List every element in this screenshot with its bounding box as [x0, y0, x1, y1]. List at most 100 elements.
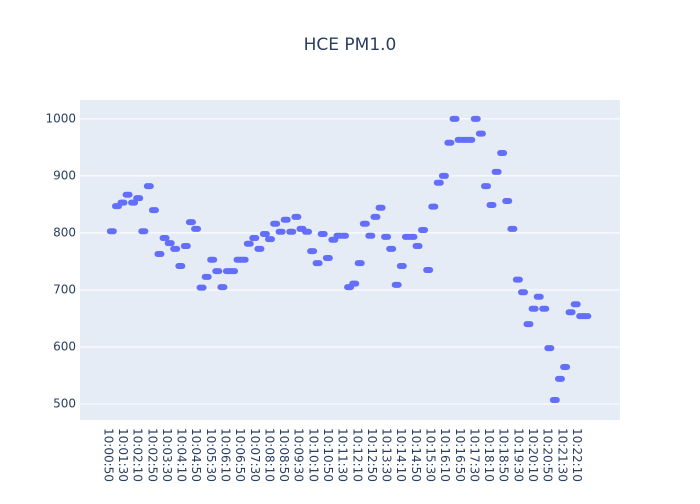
marker	[191, 225, 202, 232]
marker	[396, 262, 407, 269]
marker	[391, 281, 402, 288]
marker	[228, 268, 239, 275]
x-tick-label: 10:10:50	[321, 428, 335, 482]
marker	[517, 289, 528, 296]
marker	[554, 375, 565, 382]
x-tick-label: 10:22:10	[570, 428, 584, 482]
marker	[201, 273, 212, 280]
marker	[170, 245, 181, 252]
marker	[133, 195, 144, 202]
x-tick-label: 10:10:10	[306, 428, 320, 482]
x-tick-label: 10:16:50	[453, 428, 467, 482]
marker	[307, 248, 318, 255]
marker	[502, 197, 513, 204]
marker	[259, 231, 270, 238]
marker	[349, 280, 360, 287]
marker	[143, 183, 154, 190]
marker	[512, 276, 523, 283]
marker	[148, 207, 159, 214]
x-tick-label: 10:13:30	[380, 428, 394, 482]
marker	[418, 227, 429, 234]
marker	[291, 213, 302, 220]
x-tick-label: 10:14:50	[409, 428, 423, 482]
x-tick-label: 10:11:30	[336, 428, 350, 482]
marker	[185, 219, 196, 226]
marker	[423, 266, 434, 273]
marker	[497, 150, 508, 157]
marker	[449, 115, 460, 122]
x-tick-label: 10:02:10	[131, 428, 145, 482]
marker	[280, 216, 291, 223]
marker	[465, 136, 476, 143]
x-tick-label: 10:02:50	[145, 428, 159, 482]
marker	[523, 321, 534, 328]
x-tick-label: 10:08:10	[262, 428, 276, 482]
x-tick-label: 10:15:30	[423, 428, 437, 482]
marker	[128, 199, 139, 206]
marker	[164, 240, 175, 247]
x-tick-label: 10:14:10	[394, 428, 408, 482]
marker	[180, 243, 191, 250]
y-tick-label: 700	[53, 282, 76, 296]
chart-title: HCE PM1.0	[304, 35, 397, 55]
y-tick-label: 800	[53, 225, 76, 239]
x-tick-label: 10:12:10	[350, 428, 364, 482]
marker	[354, 260, 365, 267]
y-tick-label: 500	[53, 397, 76, 411]
marker	[117, 199, 128, 206]
marker	[428, 203, 439, 210]
marker	[365, 232, 376, 239]
marker	[207, 256, 218, 263]
marker	[570, 301, 581, 308]
x-tick-label: 10:21:30	[555, 428, 569, 482]
marker	[475, 130, 486, 137]
marker	[196, 284, 207, 291]
marker	[381, 233, 392, 240]
marker	[444, 139, 455, 146]
marker	[243, 240, 254, 247]
x-tick-label: 10:18:50	[497, 428, 511, 482]
marker	[275, 228, 286, 235]
marker	[533, 293, 544, 300]
marker	[565, 309, 576, 316]
marker	[486, 201, 497, 208]
marker	[470, 115, 481, 122]
marker	[491, 168, 502, 175]
x-tick-label: 10:09:30	[292, 428, 306, 482]
marker	[375, 204, 386, 211]
x-tick-label: 10:03:30	[160, 428, 174, 482]
marker	[370, 213, 381, 220]
marker	[154, 251, 165, 258]
x-tick-label: 10:20:10	[526, 428, 540, 482]
marker	[122, 191, 133, 198]
marker	[212, 268, 223, 275]
x-tick-label: 10:00:50	[101, 428, 115, 482]
marker	[286, 228, 297, 235]
marker	[412, 243, 423, 250]
marker	[560, 363, 571, 370]
marker	[507, 225, 518, 232]
marker	[386, 245, 397, 252]
marker	[539, 305, 550, 312]
marker	[238, 256, 249, 263]
marker	[549, 397, 560, 404]
marker	[106, 228, 117, 235]
x-tick-label: 10:08:50	[277, 428, 291, 482]
marker	[265, 236, 276, 243]
plot-area	[80, 100, 620, 420]
x-tick-label: 10:12:50	[365, 428, 379, 482]
marker	[217, 284, 228, 291]
x-tick-label: 10:04:50	[189, 428, 203, 482]
marker	[254, 245, 265, 252]
x-tick-label: 10:20:50	[541, 428, 555, 482]
x-tick-label: 10:01:30	[116, 428, 130, 482]
marker	[481, 183, 492, 190]
y-tick-label: 900	[53, 168, 76, 182]
x-tick-label: 10:19:30	[511, 428, 525, 482]
x-tick-label: 10:16:10	[438, 428, 452, 482]
marker	[270, 220, 281, 227]
marker	[301, 228, 312, 235]
x-tick-label: 10:18:10	[482, 428, 496, 482]
x-tick-label: 10:07:30	[248, 428, 262, 482]
